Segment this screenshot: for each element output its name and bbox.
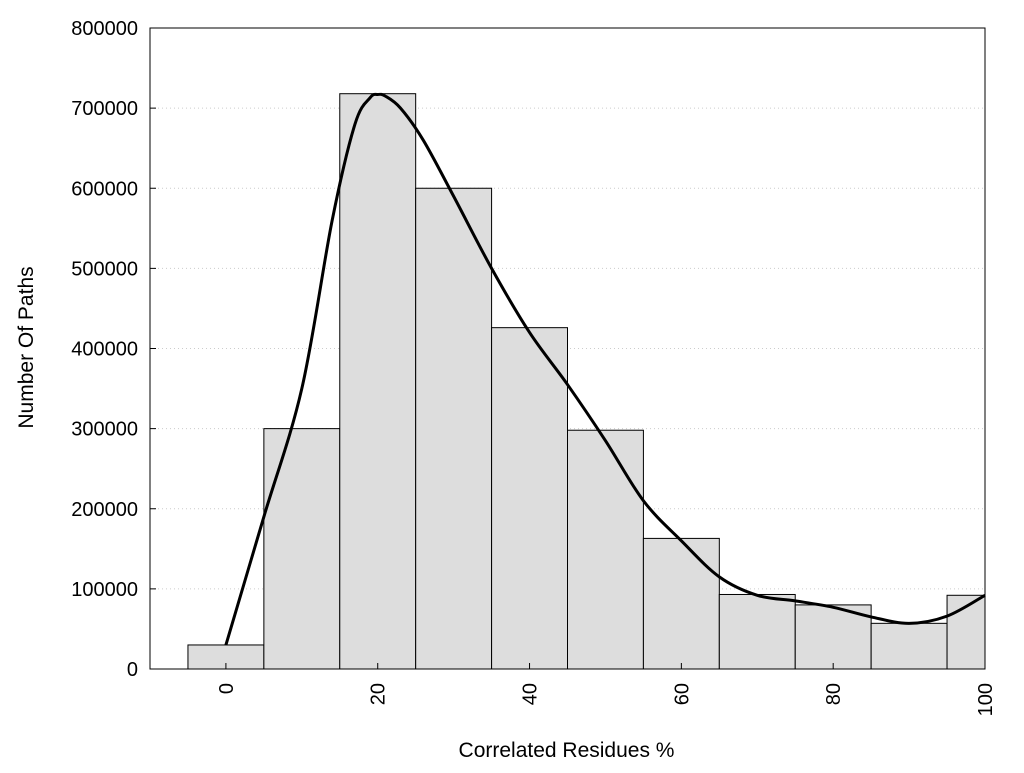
bar-2	[339, 93, 417, 670]
x-tick-label-4: 80	[823, 683, 845, 705]
y-tick-label-1: 100000	[71, 579, 138, 601]
density-curve	[224, 92, 986, 646]
bar-5	[567, 429, 644, 670]
y-tick-label-4: 400000	[71, 339, 138, 361]
bar-1	[263, 428, 341, 670]
y-tick-label-5: 500000	[71, 258, 138, 280]
x-axis-title: Correlated Residues %	[459, 739, 675, 762]
x-tick-label-1: 20	[368, 683, 390, 705]
x-tick-label-5: 100	[975, 683, 997, 716]
density-curve-line	[224, 92, 986, 646]
bar-3	[415, 187, 493, 670]
histogram-bars	[187, 93, 986, 670]
y-tick-label-0: 0	[127, 659, 138, 681]
bar-4	[491, 327, 568, 670]
x-axis-ticks: 0 20 40 60 80 100	[216, 663, 997, 716]
bar-8	[794, 604, 872, 670]
x-tick-label-0: 0	[216, 683, 238, 694]
bar-6	[642, 537, 720, 670]
y-tick-label-7: 700000	[71, 98, 138, 120]
y-tick-label-6: 600000	[71, 178, 138, 200]
bar-7	[718, 593, 796, 670]
y-axis-ticks: 0 100000 200000 300000 400000 500000 600000 700…	[71, 18, 156, 681]
bar-9	[870, 622, 948, 670]
y-axis-title: Number Of Paths	[15, 266, 38, 428]
y-tick-label-8: 800000	[71, 18, 138, 40]
y-tick-label-2: 200000	[71, 499, 138, 521]
y-tick-label-3: 300000	[71, 419, 138, 441]
x-tick-label-2: 40	[520, 683, 542, 705]
x-tick-label-3: 60	[671, 683, 693, 705]
